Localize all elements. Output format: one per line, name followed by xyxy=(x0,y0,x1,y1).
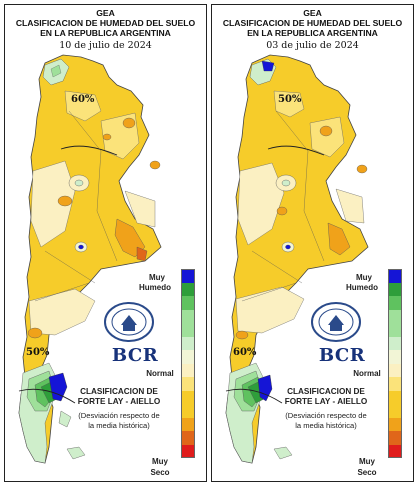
deviation-note-2: la media histórica) xyxy=(295,421,357,430)
legend-swatch xyxy=(181,282,195,296)
legend-swatch xyxy=(388,377,402,391)
legend-label-seco: Seco xyxy=(357,468,377,477)
legend-swatch xyxy=(181,363,195,377)
legend-swatch xyxy=(388,296,402,310)
legend-swatch xyxy=(181,404,195,418)
legend-swatch xyxy=(181,309,195,323)
classification-title-1: CLASIFICACION DE xyxy=(287,387,365,396)
legend-label-humedo: Humedo xyxy=(346,283,378,292)
deviation-note-1: (Desviación respecto de xyxy=(285,411,367,420)
legend-label-seco: Seco xyxy=(150,468,170,477)
legend-label-normal: Normal xyxy=(353,369,381,378)
map-title-org: GEA xyxy=(96,8,115,18)
legend-swatch xyxy=(181,269,195,283)
classification-title-2: FORTE LAY - AIELLO xyxy=(77,397,161,406)
legend-swatch xyxy=(388,309,402,323)
argentina-soil-moisture-map xyxy=(18,54,162,464)
map-panel-july-10: GEA CLASIFICACION DE HUMEDAD DEL SUELO E… xyxy=(4,4,207,482)
classification-title-2: FORTE LAY - AIELLO xyxy=(284,397,368,406)
contour-label-top: 60% xyxy=(71,94,95,105)
bcr-logo-text: BCR xyxy=(318,345,366,366)
map-title-main: CLASIFICACION DE HUMEDAD DEL SUELO xyxy=(222,18,403,28)
legend-swatch xyxy=(181,336,195,350)
bcr-seal-logo xyxy=(104,302,154,342)
legend-swatch xyxy=(388,431,402,445)
legend-swatch xyxy=(388,350,402,364)
map-title-region: EN LA REPUBLICA ARGENTINA xyxy=(247,28,378,38)
legend-swatch xyxy=(388,404,402,418)
legend-swatch xyxy=(388,417,402,431)
legend-swatch xyxy=(181,377,195,391)
contour-label-bottom: 50% xyxy=(26,347,50,358)
legend-swatch xyxy=(388,336,402,350)
legend-swatch xyxy=(388,269,402,283)
classification-title-1: CLASIFICACION DE xyxy=(80,387,158,396)
legend-label-muy-seco: Muy xyxy=(152,457,168,466)
legend-swatch xyxy=(181,350,195,364)
map-date: 03 de julio de 2024 xyxy=(266,40,359,51)
legend-swatch xyxy=(181,444,195,458)
legend-swatch xyxy=(388,444,402,458)
legend-swatch xyxy=(181,431,195,445)
moisture-color-legend xyxy=(181,269,195,458)
legend-label-muy: Muy xyxy=(149,273,165,282)
legend-swatch xyxy=(388,390,402,404)
legend-swatch xyxy=(181,296,195,310)
legend-swatch xyxy=(388,363,402,377)
legend-swatch xyxy=(181,417,195,431)
legend-swatch xyxy=(388,323,402,337)
argentina-soil-moisture-map xyxy=(225,54,369,464)
legend-swatch xyxy=(181,323,195,337)
bcr-seal-logo xyxy=(311,302,361,342)
legend-label-normal: Normal xyxy=(146,369,174,378)
map-title-region: EN LA REPUBLICA ARGENTINA xyxy=(40,28,171,38)
contour-label-bottom: 60% xyxy=(233,347,257,358)
map-panel-july-03: GEA CLASIFICACION DE HUMEDAD DEL SUELO E… xyxy=(211,4,414,482)
moisture-color-legend xyxy=(388,269,402,458)
deviation-note-2: la media histórica) xyxy=(88,421,150,430)
deviation-note-1: (Desviación respecto de xyxy=(78,411,160,420)
legend-label-muy-seco: Muy xyxy=(359,457,375,466)
map-title-org: GEA xyxy=(303,8,322,18)
legend-swatch xyxy=(181,390,195,404)
legend-label-humedo: Humedo xyxy=(139,283,171,292)
bcr-logo-text: BCR xyxy=(111,345,159,366)
map-date: 10 de julio de 2024 xyxy=(59,40,152,51)
map-title-main: CLASIFICACION DE HUMEDAD DEL SUELO xyxy=(15,18,196,28)
legend-swatch xyxy=(388,282,402,296)
legend-label-muy: Muy xyxy=(356,273,372,282)
contour-label-top: 50% xyxy=(278,94,302,105)
